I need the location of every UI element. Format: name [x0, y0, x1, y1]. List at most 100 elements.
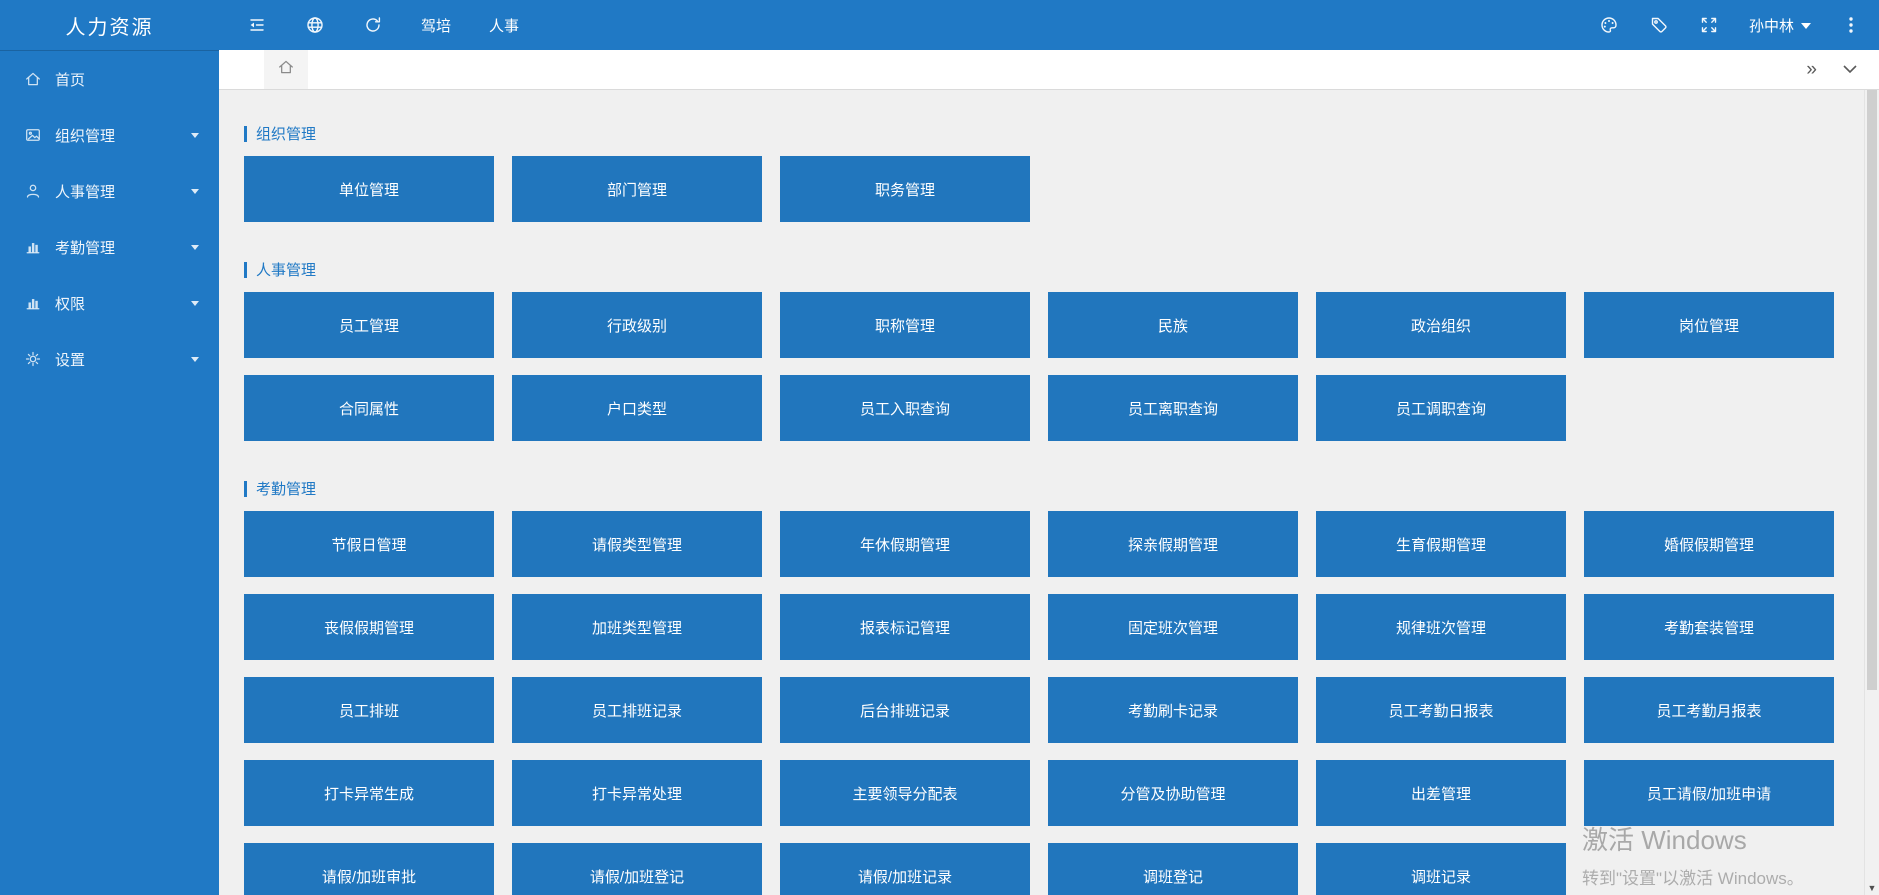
globe-icon[interactable]	[305, 15, 325, 35]
gear-icon	[24, 350, 42, 368]
chart-icon	[24, 238, 42, 256]
caret-down-icon	[1801, 22, 1811, 34]
palette-icon[interactable]	[1599, 15, 1619, 35]
tab-home[interactable]	[264, 50, 308, 89]
sidebar-item-hr[interactable]: 人事管理	[0, 163, 219, 219]
menu-tile[interactable]: 员工调职查询	[1316, 375, 1566, 441]
user-name: 孙中林	[1748, 17, 1794, 35]
menu-tile[interactable]: 员工考勤月报表	[1584, 677, 1834, 743]
section-title: 组织管理	[244, 123, 1864, 144]
tabs-scroll-right-icon[interactable]: »	[1806, 59, 1816, 80]
top-nav-item-1[interactable]: 驾培	[421, 17, 452, 35]
collapse-icon[interactable]	[247, 15, 267, 35]
scrollbar-thumb[interactable]	[1867, 90, 1877, 690]
menu-tile[interactable]: 职称管理	[780, 292, 1030, 358]
section-grid: 单位管理 部门管理 职务管理	[244, 156, 1858, 239]
menu-tile[interactable]: 打卡异常处理	[512, 760, 762, 826]
menu-tile[interactable]: 丧假假期管理	[244, 594, 494, 660]
menu-tile[interactable]: 年休假期管理	[780, 511, 1030, 577]
section-title-text: 人事管理	[256, 262, 317, 279]
menu-tile[interactable]: 婚假假期管理	[1584, 511, 1834, 577]
caret-down-icon	[191, 133, 199, 142]
topbar-left: 驾培 人事	[219, 0, 1599, 50]
topbar-nav: 驾培 人事	[421, 15, 519, 36]
user-icon	[24, 182, 42, 200]
menu-tile[interactable]: 员工管理	[244, 292, 494, 358]
caret-down-icon	[191, 357, 199, 366]
menu-tile[interactable]: 后台排班记录	[780, 677, 1030, 743]
menu-tile[interactable]: 岗位管理	[1584, 292, 1834, 358]
sidebar-item-settings[interactable]: 设置	[0, 331, 219, 387]
menu-tile[interactable]: 规律班次管理	[1316, 594, 1566, 660]
menu-tile[interactable]: 分管及协助管理	[1048, 760, 1298, 826]
sidebar: 首页组织管理人事管理考勤管理权限设置	[0, 50, 219, 895]
tag-icon[interactable]	[1649, 15, 1669, 35]
caret-down-icon	[191, 245, 199, 254]
section-title: 人事管理	[244, 259, 1864, 280]
section-title-text: 组织管理	[256, 126, 317, 143]
menu-tile[interactable]: 调班登记	[1048, 843, 1298, 895]
menu-tile[interactable]: 考勤套装管理	[1584, 594, 1834, 660]
menu-tile[interactable]: 合同属性	[244, 375, 494, 441]
menu-tile[interactable]: 主要领导分配表	[780, 760, 1030, 826]
sidebar-item-permission[interactable]: 权限	[0, 275, 219, 331]
top-nav-item-2[interactable]: 人事	[489, 17, 520, 35]
menu-tile[interactable]: 生育假期管理	[1316, 511, 1566, 577]
fullscreen-icon[interactable]	[1699, 15, 1719, 35]
menu-tile[interactable]: 员工排班记录	[512, 677, 762, 743]
menu-tile[interactable]: 部门管理	[512, 156, 762, 222]
menu-tile[interactable]: 出差管理	[1316, 760, 1566, 826]
sidebar-item-label: 人事管理	[55, 183, 116, 201]
image-icon	[24, 126, 42, 144]
section-title-bar	[244, 480, 247, 497]
menu-tile[interactable]: 调班记录	[1316, 843, 1566, 895]
section-grid: 员工管理 行政级别 职称管理 民族 政治组织 岗位管理合同属性 户口类型 员工入职查询 员工离职…	[244, 292, 1858, 458]
tabs-dropdown-icon[interactable]	[1843, 65, 1857, 74]
sidebar-item-attendance[interactable]: 考勤管理	[0, 219, 219, 275]
top-header: 人力资源 驾培 人事 孙中林	[0, 0, 1879, 50]
tab-bar: »	[219, 50, 1879, 90]
menu-tile[interactable]: 报表标记管理	[780, 594, 1030, 660]
main-content: 组织管理单位管理 部门管理 职务管理人事管理员工管理 行政级别 职称管理 民族 政治组织 岗位…	[219, 90, 1864, 895]
kebab-menu-icon[interactable]	[1841, 15, 1861, 35]
scrollbar-down-arrow-icon[interactable]: ▼	[1867, 883, 1877, 893]
user-menu[interactable]: 孙中林	[1749, 15, 1811, 36]
menu-tile[interactable]: 节假日管理	[244, 511, 494, 577]
sidebar-item-label: 组织管理	[55, 127, 116, 145]
menu-tile[interactable]: 请假/加班记录	[780, 843, 1030, 895]
refresh-icon[interactable]	[363, 15, 383, 35]
sidebar-item-org[interactable]: 组织管理	[0, 107, 219, 163]
menu-tile[interactable]: 员工离职查询	[1048, 375, 1298, 441]
chart-icon	[24, 294, 42, 312]
menu-tile[interactable]: 民族	[1048, 292, 1298, 358]
section-3: 考勤管理 节假日管理 请假类型管理 年休假期管理 探亲假期管理 生育假期管理 婚假假期管理丧…	[244, 478, 1864, 895]
menu-tile[interactable]: 员工请假/加班申请	[1584, 760, 1834, 826]
menu-tile[interactable]: 打卡异常生成	[244, 760, 494, 826]
caret-down-icon	[191, 301, 199, 310]
menu-tile[interactable]: 行政级别	[512, 292, 762, 358]
home-icon	[24, 70, 42, 88]
topbar-left-icons	[247, 15, 383, 35]
home-icon	[277, 58, 295, 81]
sidebar-item-label: 权限	[55, 295, 86, 313]
menu-tile[interactable]: 请假/加班审批	[244, 843, 494, 895]
menu-tile[interactable]: 政治组织	[1316, 292, 1566, 358]
menu-tile[interactable]: 探亲假期管理	[1048, 511, 1298, 577]
sidebar-item-label: 设置	[55, 351, 86, 369]
menu-tile[interactable]: 请假/加班登记	[512, 843, 762, 895]
menu-tile[interactable]: 职务管理	[780, 156, 1030, 222]
menu-tile[interactable]: 请假类型管理	[512, 511, 762, 577]
menu-tile[interactable]: 单位管理	[244, 156, 494, 222]
menu-tile[interactable]: 员工入职查询	[780, 375, 1030, 441]
menu-tile[interactable]: 加班类型管理	[512, 594, 762, 660]
menu-tile[interactable]: 户口类型	[512, 375, 762, 441]
menu-tile[interactable]: 固定班次管理	[1048, 594, 1298, 660]
menu-tile[interactable]: 员工考勤日报表	[1316, 677, 1566, 743]
menu-tile[interactable]: 考勤刷卡记录	[1048, 677, 1298, 743]
tab-actions: »	[1806, 50, 1879, 89]
vertical-scrollbar: ▼	[1864, 90, 1879, 895]
sidebar-item-home[interactable]: 首页	[0, 51, 219, 107]
menu-tile[interactable]: 员工排班	[244, 677, 494, 743]
section-grid: 节假日管理 请假类型管理 年休假期管理 探亲假期管理 生育假期管理 婚假假期管理丧假假期管…	[244, 511, 1858, 895]
section-1: 组织管理单位管理 部门管理 职务管理	[244, 123, 1864, 239]
